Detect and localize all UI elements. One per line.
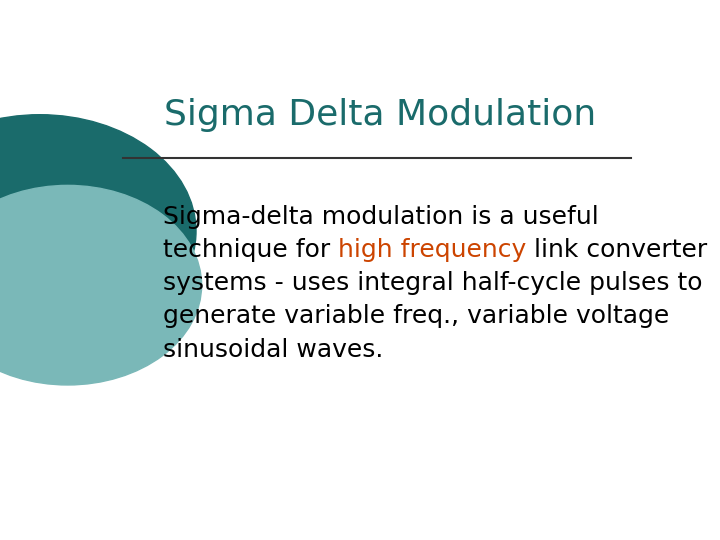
Text: Sigma-delta modulation is a useful: Sigma-delta modulation is a useful: [163, 205, 598, 228]
Text: high frequency: high frequency: [338, 238, 526, 262]
Circle shape: [0, 185, 202, 385]
Text: sinusoidal waves.: sinusoidal waves.: [163, 338, 383, 362]
Circle shape: [0, 114, 196, 348]
Text: generate variable freq., variable voltage: generate variable freq., variable voltag…: [163, 305, 669, 328]
Text: technique for: technique for: [163, 238, 338, 262]
Text: Sigma Delta Modulation: Sigma Delta Modulation: [164, 98, 596, 132]
Text: systems - uses integral half-cycle pulses to: systems - uses integral half-cycle pulse…: [163, 271, 702, 295]
Text: link converter: link converter: [526, 238, 707, 262]
